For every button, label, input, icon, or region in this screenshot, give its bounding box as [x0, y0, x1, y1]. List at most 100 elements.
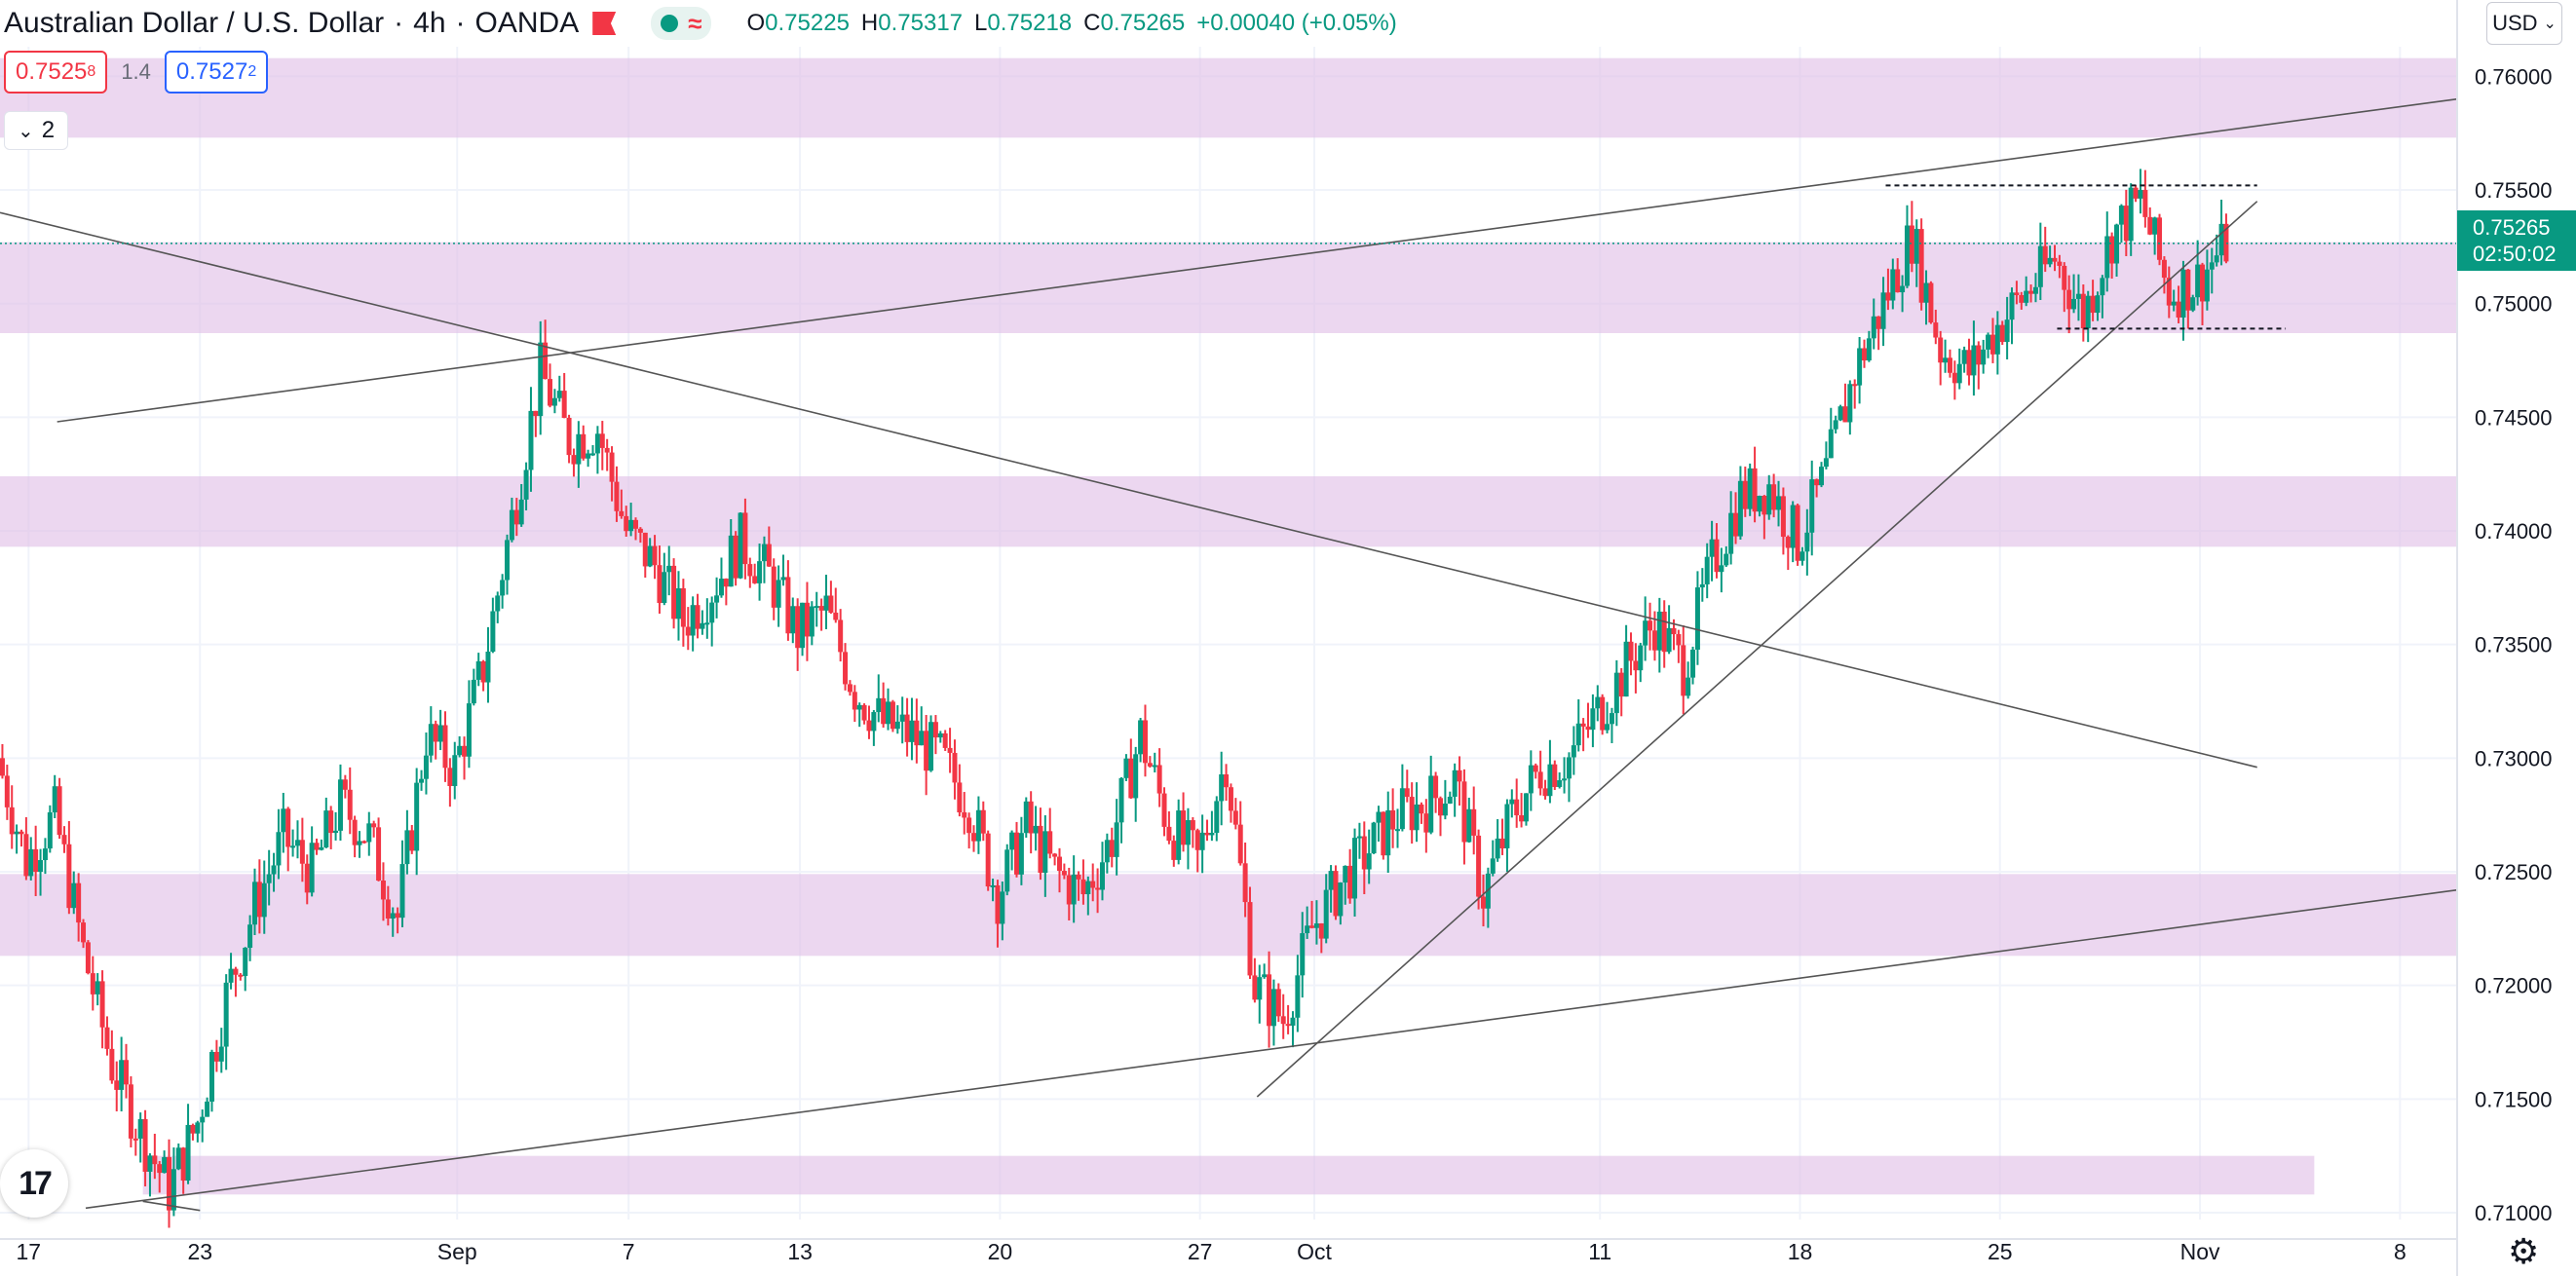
price-tick-label: 0.72500	[2475, 860, 2553, 884]
candle-up	[2218, 223, 2224, 256]
candle-up	[309, 843, 315, 893]
chart-header: Australian Dollar / U.S. Dollar · 4h · O…	[0, 0, 1397, 47]
candle-up	[185, 1124, 191, 1182]
indicator-pill[interactable]: ≈	[651, 7, 712, 40]
time-tick-label: 23	[187, 1239, 212, 1264]
candle-down	[314, 843, 320, 850]
candle-up	[1904, 225, 1910, 286]
candle-up	[205, 1101, 210, 1117]
candle-down	[2147, 216, 2153, 235]
candle-down	[866, 720, 872, 732]
candle-up	[1847, 384, 1853, 423]
candle-down	[104, 1027, 110, 1049]
candle-up	[1385, 809, 1391, 856]
spread: 1.4	[121, 59, 151, 84]
candle-up	[1833, 420, 1838, 430]
candle-up	[223, 982, 229, 1047]
candle-up	[2171, 301, 2177, 306]
candle-up	[14, 831, 19, 835]
candle-up	[790, 606, 796, 634]
candle-down	[1780, 496, 1786, 538]
candle-down	[361, 841, 367, 844]
indicators-toggle[interactable]: ⌄ 2	[4, 111, 68, 150]
timeframe[interactable]: 4h	[413, 7, 446, 39]
candle-down	[914, 720, 920, 746]
candle-up	[2195, 264, 2201, 298]
candle-up	[2209, 262, 2215, 270]
candle-up	[452, 755, 458, 786]
candle-down	[1433, 775, 1439, 799]
candle-up	[290, 845, 296, 848]
candle-up	[1694, 587, 1700, 650]
candle-up	[1804, 532, 1810, 552]
price-tick-label: 0.76000	[2475, 64, 2553, 89]
candle-up	[1913, 229, 1919, 264]
candle-down	[1989, 334, 1995, 355]
candle-down	[90, 973, 95, 995]
candle-down	[1381, 811, 1386, 856]
candle-down	[1156, 765, 1162, 794]
candle-down	[1875, 316, 1881, 329]
candle-up	[1352, 838, 1358, 899]
candle-down	[1047, 831, 1053, 854]
candle-up	[876, 697, 882, 713]
candle-up	[2128, 187, 2134, 242]
tradingview-logo[interactable]: 17	[0, 1149, 68, 1218]
candle-up	[1295, 975, 1301, 1018]
candle-up	[1623, 641, 1629, 697]
candle-up	[1371, 822, 1377, 854]
candle-up	[975, 809, 981, 842]
candle-down	[1252, 975, 1258, 1000]
header-separator: ·	[455, 7, 466, 39]
candle-down	[1762, 496, 1767, 515]
candle-up	[419, 778, 425, 783]
buy-button[interactable]: 0.7527 2	[164, 51, 269, 94]
candle-down	[766, 544, 772, 567]
sell-button[interactable]: 0.7525 8	[4, 51, 108, 94]
candle-down	[157, 1164, 163, 1174]
bar-countdown: 02:50:02	[2473, 242, 2557, 266]
time-tick-label: 27	[1188, 1239, 1213, 1264]
candle-up	[366, 823, 372, 843]
candle-up	[52, 786, 57, 813]
candle-down	[128, 1084, 133, 1139]
flag-icon[interactable]	[592, 12, 617, 35]
candle-down	[2066, 289, 2072, 310]
candle-up	[1209, 833, 1215, 836]
candle-up	[2047, 257, 2053, 265]
trendline	[85, 888, 2458, 1210]
candle-up	[1366, 853, 1372, 870]
zone-rectangle	[0, 874, 2457, 957]
candle-up	[1323, 889, 1329, 939]
candle-up	[690, 605, 696, 636]
candle-up	[1123, 758, 1129, 778]
price-tick-label: 0.73000	[2475, 746, 2553, 770]
symbol-title[interactable]: Australian Dollar / U.S. Dollar	[4, 7, 385, 39]
candle-down	[932, 722, 938, 738]
currency-select[interactable]: USD ⌄	[2486, 2, 2562, 45]
dot-icon[interactable]	[661, 15, 679, 32]
candle-up	[1686, 677, 1691, 696]
candle-up	[2075, 293, 2081, 299]
candle-up	[757, 561, 763, 583]
candle-up	[2100, 278, 2105, 296]
wave-icon[interactable]: ≈	[688, 9, 702, 38]
candle-down	[1752, 468, 1758, 512]
candle-up	[709, 602, 715, 623]
time-tick-label: Nov	[2180, 1239, 2220, 1264]
candle-down	[861, 704, 867, 721]
candle-down	[966, 817, 972, 834]
ohlc-values: O0.75225 H0.75317 L0.75218 C0.75265 +0.0…	[746, 10, 1396, 37]
candle-up	[1399, 788, 1405, 830]
support-resistance-zones	[0, 57, 2457, 1195]
candle-down	[1461, 781, 1467, 843]
gear-icon[interactable]: ⚙	[2508, 1231, 2540, 1271]
candle-down	[213, 1051, 219, 1062]
candle-up	[1819, 467, 1825, 486]
candle-down	[2109, 236, 2115, 264]
candle-down	[2185, 269, 2191, 311]
candle-up	[1837, 406, 1843, 421]
time-tick-label: Sep	[437, 1239, 477, 1264]
candle-up	[1605, 724, 1610, 731]
